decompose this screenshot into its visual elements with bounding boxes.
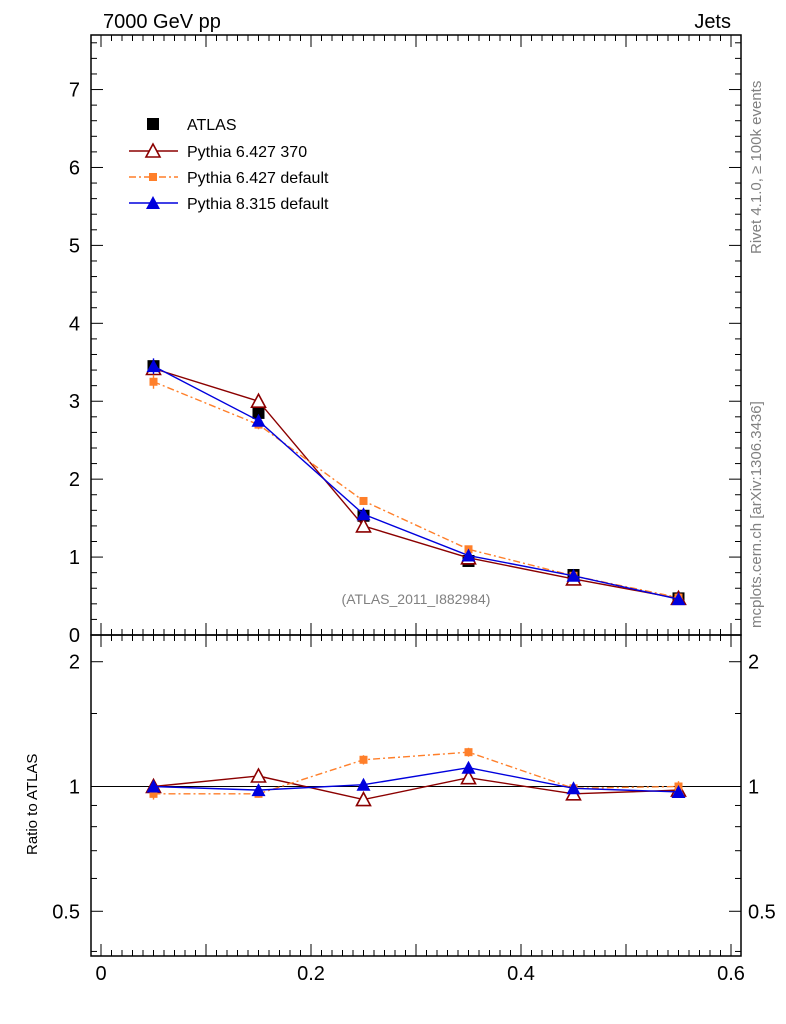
ratio-ylabel: Ratio to ATLAS xyxy=(24,754,41,855)
ratio-point-pythia-8-315-default xyxy=(251,783,266,797)
legend-marker-pythia-6-427-370 xyxy=(144,142,162,158)
main-line-pythia-6-427-default xyxy=(153,381,679,599)
main-point-pythia-8-315-default xyxy=(251,413,266,427)
main-point-pythia-6-427-370 xyxy=(355,517,372,533)
main-point-pythia-6-427-default xyxy=(149,377,158,386)
x-tick-label: 0 xyxy=(95,963,106,985)
ratio-point-pythia-8-315-default xyxy=(566,781,581,795)
legend-label-atlas: ATLAS xyxy=(187,117,237,134)
legend-label-pythia-8-315-default: Pythia 8.315 default xyxy=(187,196,329,213)
legend-marker-pythia-6-427-default xyxy=(149,173,157,181)
main-point-pythia-8-315-default xyxy=(146,359,161,373)
legend-label-pythia-6-427-370: Pythia 6.427 370 xyxy=(187,144,307,161)
y-tick-label: 4 xyxy=(69,313,80,335)
ratio-point-pythia-8-315-default xyxy=(356,777,371,791)
ratio-y-tick-label-right: 1 xyxy=(748,776,759,798)
ratio-line-pythia-8-315-default xyxy=(153,766,679,793)
analysis-label: (ATLAS_2011_I882984) xyxy=(342,591,491,607)
x-tick-label: 0.2 xyxy=(297,963,325,985)
process-label: Jets xyxy=(694,11,731,33)
ratio-point-pythia-6-427-370 xyxy=(355,790,372,807)
x-tick-label: 0.6 xyxy=(717,963,745,985)
ratio-point-pythia-6-427-default xyxy=(149,789,158,798)
main-point-pythia-6-427-default xyxy=(359,496,368,505)
ratio-point-pythia-8-315-default xyxy=(146,779,161,793)
ratio-y-tick-label-right: 2 xyxy=(748,652,759,674)
legend-label-pythia-6-427-default: Pythia 6.427 default xyxy=(187,170,329,187)
y-tick-label: 2 xyxy=(69,469,80,491)
ratio-point-pythia-6-427-370 xyxy=(250,767,267,783)
ratio-y-tick-label: 0.5 xyxy=(52,901,80,923)
ratio-plot-frame xyxy=(90,634,742,957)
main-point-atlas xyxy=(252,406,265,419)
legend-marker-atlas xyxy=(147,118,159,130)
ratio-point-pythia-6-427-default xyxy=(464,748,473,757)
rivet-label: Rivet 4.1.0, ≥ 100k events xyxy=(748,81,765,254)
ratio-point-pythia-8-315-default xyxy=(461,760,476,774)
collision-label: 7000 GeV pp xyxy=(103,11,221,33)
mcplots-label: mcplots.cern.ch [arXiv:1306.3436] xyxy=(748,401,765,628)
ratio-y-tick-label: 1 xyxy=(69,776,80,798)
main-line-pythia-6-427-370 xyxy=(153,367,679,600)
legend-marker-pythia-8-315-default xyxy=(146,196,160,209)
x-tick-label: 0.4 xyxy=(507,963,535,985)
y-tick-label: 7 xyxy=(69,80,80,102)
main-point-pythia-6-427-370 xyxy=(250,392,267,409)
ratio-line-pythia-6-427-default xyxy=(153,751,679,795)
y-tick-label: 6 xyxy=(69,157,80,179)
ratio-point-pythia-6-427-default xyxy=(359,755,368,764)
ratio-point-pythia-8-315-default xyxy=(671,784,686,798)
main-point-pythia-8-315-default xyxy=(356,507,371,521)
main-line-pythia-8-315-default xyxy=(153,365,679,600)
ratio-line-pythia-6-427-370 xyxy=(153,775,679,801)
main-point-pythia-8-315-default xyxy=(461,548,476,562)
y-tick-label: 0 xyxy=(69,625,80,647)
y-tick-label: 3 xyxy=(69,391,80,413)
main-point-pythia-8-315-default xyxy=(671,592,686,606)
ratio-y-tick-label-right: 0.5 xyxy=(748,901,776,923)
main-point-pythia-8-315-default xyxy=(566,568,581,582)
y-tick-label: 1 xyxy=(69,547,80,569)
ratio-point-pythia-6-427-370 xyxy=(460,769,477,785)
y-tick-label: 5 xyxy=(69,235,80,257)
ratio-y-tick-label: 2 xyxy=(69,652,80,674)
